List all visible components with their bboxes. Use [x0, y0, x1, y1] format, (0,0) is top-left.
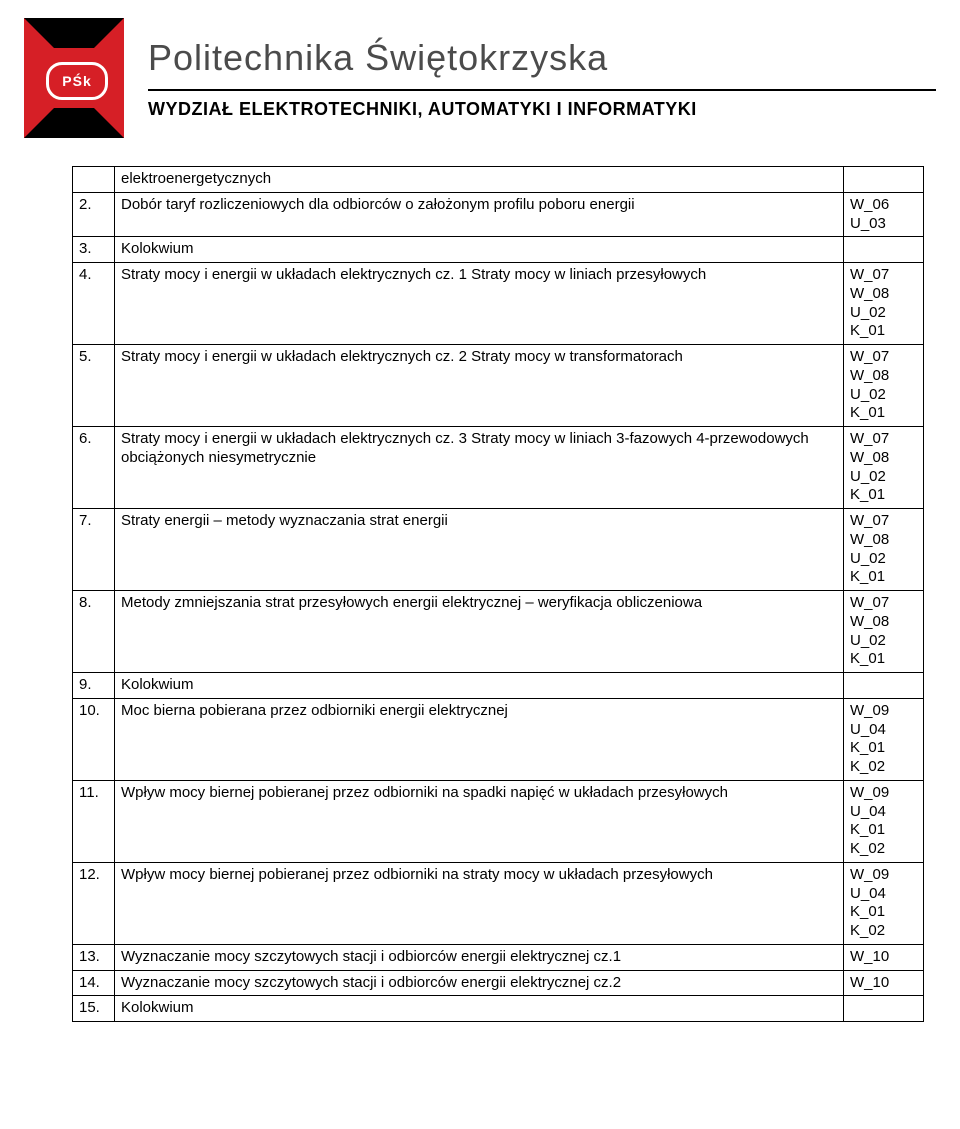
logo-shape-bottom — [24, 108, 124, 138]
table-row: 2.Dobór taryf rozliczeniowych dla odbior… — [73, 192, 924, 237]
row-codes: W_10 — [844, 970, 924, 996]
logo-badge: PŚk — [46, 62, 108, 100]
row-description: Wpływ mocy biernej pobieranej przez odbi… — [115, 862, 844, 944]
logo-shape-top — [24, 18, 124, 48]
row-codes: W_07 W_08 U_02 K_01 — [844, 263, 924, 345]
row-codes — [844, 673, 924, 699]
row-number — [73, 167, 115, 193]
table-row: 11.Wpływ mocy biernej pobieranej przez o… — [73, 780, 924, 862]
row-description: elektroenergetycznych — [115, 167, 844, 193]
page: PŚk Politechnika Świętokrzyska WYDZIAŁ E… — [0, 0, 960, 1022]
table-row: 13.Wyznaczanie mocy szczytowych stacji i… — [73, 944, 924, 970]
row-description: Kolokwium — [115, 996, 844, 1022]
table-row: 8.Metody zmniejszania strat przesyłowych… — [73, 591, 924, 673]
row-codes — [844, 996, 924, 1022]
row-description: Metody zmniejszania strat przesyłowych e… — [115, 591, 844, 673]
row-number: 5. — [73, 345, 115, 427]
row-codes: W_07 W_08 U_02 K_01 — [844, 427, 924, 509]
table-row: elektroenergetycznych — [73, 167, 924, 193]
content-table: elektroenergetycznych2.Dobór taryf rozli… — [72, 166, 924, 1022]
row-codes: W_07 W_08 U_02 K_01 — [844, 509, 924, 591]
row-number: 3. — [73, 237, 115, 263]
table-row: 9.Kolokwium — [73, 673, 924, 699]
row-codes: W_10 — [844, 944, 924, 970]
row-codes: W_09 U_04 K_01 K_02 — [844, 780, 924, 862]
row-description: Kolokwium — [115, 673, 844, 699]
row-description: Straty mocy i energii w układach elektry… — [115, 427, 844, 509]
table-row: 5.Straty mocy i energii w układach elekt… — [73, 345, 924, 427]
header-divider — [148, 89, 936, 91]
table-row: 12.Wpływ mocy biernej pobieranej przez o… — [73, 862, 924, 944]
row-codes — [844, 167, 924, 193]
row-description: Straty mocy i energii w układach elektry… — [115, 345, 844, 427]
header: PŚk Politechnika Świętokrzyska WYDZIAŁ E… — [0, 0, 960, 148]
row-description: Moc bierna pobierana przez odbiorniki en… — [115, 698, 844, 780]
row-codes: W_07 W_08 U_02 K_01 — [844, 591, 924, 673]
row-description: Kolokwium — [115, 237, 844, 263]
row-number: 8. — [73, 591, 115, 673]
row-codes: W_07 W_08 U_02 K_01 — [844, 345, 924, 427]
table-wrapper: elektroenergetycznych2.Dobór taryf rozli… — [0, 148, 960, 1022]
row-codes: W_09 U_04 K_01 K_02 — [844, 862, 924, 944]
table-row: 10.Moc bierna pobierana przez odbiorniki… — [73, 698, 924, 780]
row-number: 15. — [73, 996, 115, 1022]
table-row: 6.Straty mocy i energii w układach elekt… — [73, 427, 924, 509]
table-row: 7.Straty energii – metody wyznaczania st… — [73, 509, 924, 591]
table-row: 3.Kolokwium — [73, 237, 924, 263]
table-row: 15.Kolokwium — [73, 996, 924, 1022]
row-codes: W_06 U_03 — [844, 192, 924, 237]
row-description: Wpływ mocy biernej pobieranej przez odbi… — [115, 780, 844, 862]
row-number: 13. — [73, 944, 115, 970]
university-name: Politechnika Świętokrzyska — [148, 37, 936, 79]
row-description: Dobór taryf rozliczeniowych dla odbiorcó… — [115, 192, 844, 237]
row-description: Wyznaczanie mocy szczytowych stacji i od… — [115, 944, 844, 970]
logo: PŚk — [24, 18, 124, 138]
faculty-name: WYDZIAŁ ELEKTROTECHNIKI, AUTOMATYKI I IN… — [148, 99, 936, 120]
row-number: 11. — [73, 780, 115, 862]
row-number: 2. — [73, 192, 115, 237]
row-number: 10. — [73, 698, 115, 780]
row-codes: W_09 U_04 K_01 K_02 — [844, 698, 924, 780]
row-number: 4. — [73, 263, 115, 345]
table-row: 14.Wyznaczanie mocy szczytowych stacji i… — [73, 970, 924, 996]
row-number: 14. — [73, 970, 115, 996]
row-number: 9. — [73, 673, 115, 699]
row-codes — [844, 237, 924, 263]
table-row: 4.Straty mocy i energii w układach elekt… — [73, 263, 924, 345]
row-description: Straty mocy i energii w układach elektry… — [115, 263, 844, 345]
row-number: 7. — [73, 509, 115, 591]
row-number: 12. — [73, 862, 115, 944]
logo-text: PŚk — [62, 73, 91, 89]
header-text: Politechnika Świętokrzyska WYDZIAŁ ELEKT… — [148, 37, 936, 120]
row-number: 6. — [73, 427, 115, 509]
row-description: Straty energii – metody wyznaczania stra… — [115, 509, 844, 591]
row-description: Wyznaczanie mocy szczytowych stacji i od… — [115, 970, 844, 996]
